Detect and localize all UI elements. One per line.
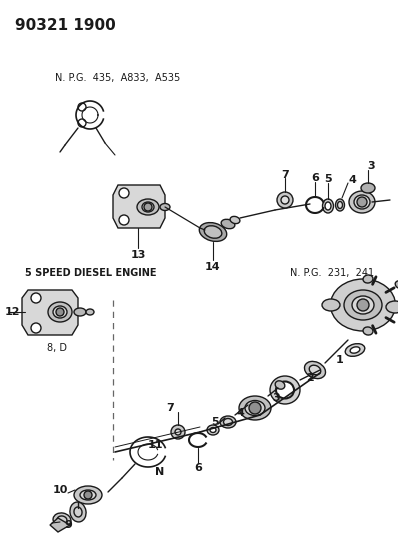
Ellipse shape — [224, 418, 232, 425]
Ellipse shape — [239, 396, 271, 420]
Ellipse shape — [270, 376, 300, 404]
Ellipse shape — [199, 223, 227, 241]
Ellipse shape — [349, 191, 375, 213]
Ellipse shape — [350, 347, 360, 353]
Ellipse shape — [86, 309, 94, 315]
Circle shape — [119, 215, 129, 225]
Ellipse shape — [322, 299, 340, 311]
Ellipse shape — [230, 216, 240, 224]
Text: 7: 7 — [281, 170, 289, 180]
Circle shape — [144, 203, 152, 211]
Text: 3: 3 — [272, 393, 280, 403]
Circle shape — [277, 192, 293, 208]
Circle shape — [119, 188, 129, 198]
Ellipse shape — [354, 195, 370, 209]
Ellipse shape — [361, 183, 375, 193]
Text: 6: 6 — [194, 463, 202, 473]
Circle shape — [56, 308, 64, 316]
Polygon shape — [113, 185, 165, 228]
Ellipse shape — [137, 199, 159, 215]
Text: 12: 12 — [5, 307, 21, 317]
Ellipse shape — [363, 327, 373, 335]
Text: 5: 5 — [324, 174, 332, 184]
Text: N: N — [155, 467, 165, 477]
Ellipse shape — [207, 425, 219, 435]
Circle shape — [175, 429, 181, 435]
Ellipse shape — [309, 365, 321, 375]
Text: 13: 13 — [130, 250, 146, 260]
Text: N. P.G.  435,  A833,  A535: N. P.G. 435, A833, A535 — [55, 73, 180, 83]
Ellipse shape — [204, 226, 222, 238]
Ellipse shape — [221, 219, 235, 229]
Ellipse shape — [325, 202, 331, 210]
Text: 11: 11 — [147, 440, 163, 450]
Text: 8, D: 8, D — [47, 343, 67, 353]
Circle shape — [171, 425, 185, 439]
Ellipse shape — [220, 416, 236, 428]
Circle shape — [281, 196, 289, 204]
Ellipse shape — [245, 400, 265, 416]
Ellipse shape — [74, 507, 82, 517]
Ellipse shape — [322, 199, 334, 213]
Text: 9: 9 — [64, 520, 72, 530]
Text: 1: 1 — [336, 355, 344, 365]
Circle shape — [78, 119, 86, 127]
Text: 3: 3 — [367, 161, 375, 171]
Text: 4: 4 — [236, 408, 244, 418]
Ellipse shape — [276, 382, 294, 399]
Ellipse shape — [344, 290, 382, 320]
Ellipse shape — [48, 302, 72, 322]
Circle shape — [31, 293, 41, 303]
Text: 4: 4 — [348, 175, 356, 185]
Ellipse shape — [74, 486, 102, 504]
Text: 5: 5 — [211, 417, 219, 427]
Ellipse shape — [395, 281, 398, 289]
Text: 5 SPEED DIESEL ENGINE: 5 SPEED DIESEL ENGINE — [25, 268, 156, 278]
Ellipse shape — [57, 516, 67, 524]
Ellipse shape — [345, 344, 365, 357]
Ellipse shape — [330, 279, 396, 331]
Ellipse shape — [275, 381, 285, 389]
Text: 2: 2 — [306, 373, 314, 383]
Ellipse shape — [70, 502, 86, 522]
Text: 10: 10 — [53, 485, 68, 495]
Ellipse shape — [74, 308, 86, 316]
Circle shape — [357, 197, 367, 207]
Ellipse shape — [142, 202, 154, 212]
Ellipse shape — [386, 301, 398, 313]
Ellipse shape — [53, 513, 71, 527]
Circle shape — [84, 491, 92, 499]
Ellipse shape — [338, 201, 343, 208]
Ellipse shape — [53, 306, 67, 318]
Text: 7: 7 — [166, 403, 174, 413]
Text: N. P.G.  231,  241: N. P.G. 231, 241 — [290, 268, 374, 278]
Circle shape — [357, 299, 369, 311]
Text: 14: 14 — [205, 262, 221, 272]
Circle shape — [249, 402, 261, 414]
Text: 90321 1900: 90321 1900 — [15, 18, 116, 33]
Circle shape — [31, 323, 41, 333]
Ellipse shape — [304, 361, 326, 378]
Ellipse shape — [363, 275, 373, 283]
Polygon shape — [50, 518, 70, 532]
Ellipse shape — [80, 490, 96, 500]
Text: 6: 6 — [311, 173, 319, 183]
Ellipse shape — [336, 199, 345, 211]
Circle shape — [78, 103, 86, 111]
Polygon shape — [22, 290, 78, 335]
Ellipse shape — [160, 204, 170, 211]
Ellipse shape — [352, 296, 374, 314]
Ellipse shape — [210, 427, 216, 432]
